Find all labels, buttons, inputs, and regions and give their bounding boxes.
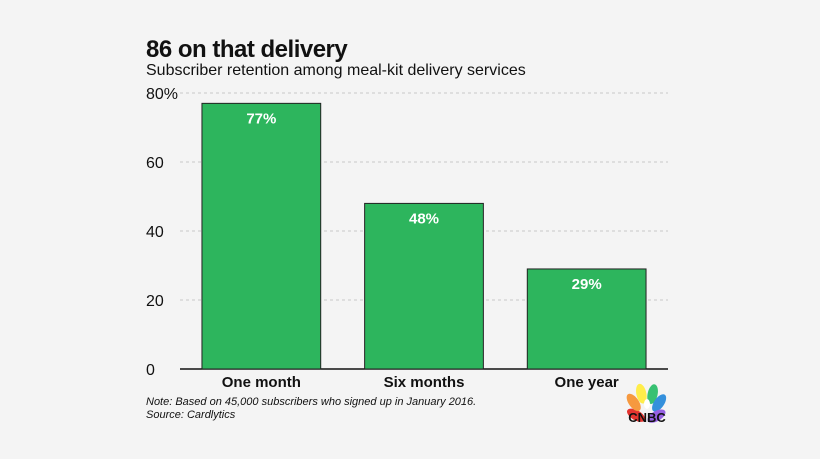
y-tick-label: 80% (146, 86, 178, 103)
bar (526, 268, 647, 370)
data-label: 77% (246, 110, 276, 127)
y-tick-label: 40 (146, 224, 164, 241)
x-tick-label: One year (555, 374, 619, 391)
x-tick-label: Six months (384, 374, 465, 391)
y-tick-label: 60 (146, 155, 164, 172)
source-text: Source: Cardlytics (146, 409, 236, 421)
peacock-icon (626, 383, 667, 423)
chart-footnote: Note: Based on 45,000 subscribers who si… (146, 396, 476, 422)
cnbc-logo: CNBC (618, 380, 678, 429)
logo-text: CNBC (628, 410, 666, 424)
data-label: 29% (572, 276, 602, 293)
y-tick-label: 0 (146, 362, 155, 379)
bar (364, 202, 484, 370)
note-text: Note: Based on 45,000 subscribers who si… (146, 396, 477, 408)
bar (201, 102, 322, 370)
x-tick-label: One month (222, 374, 301, 391)
y-tick-label: 20 (146, 293, 164, 310)
chart-subtitle: Subscriber retention among meal-kit deli… (146, 62, 526, 79)
data-label: 48% (409, 210, 439, 227)
chart-title: 86 on that delivery (146, 36, 348, 63)
